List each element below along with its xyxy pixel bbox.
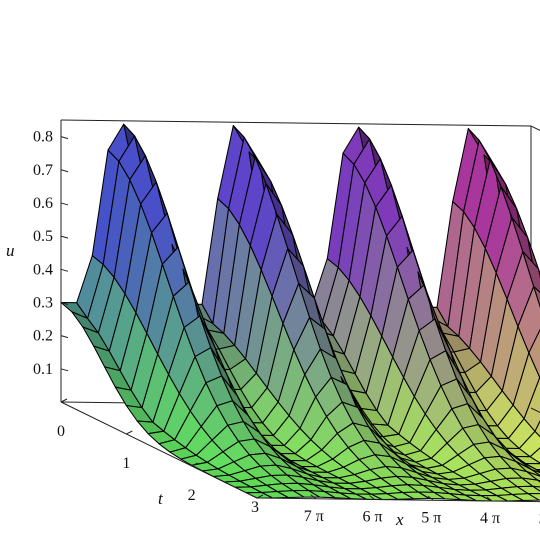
z-tick-mark: [60, 301, 69, 305]
x-tick-label: 7 π: [304, 508, 324, 525]
t-tick-label: 2: [188, 487, 196, 504]
z-tick-label: 0.7: [33, 162, 53, 179]
z-axis-ticks: 0.1 0.2 0.3 0.4 0.5 0.6 0.7 0.8: [33, 129, 69, 378]
t-tick-mark: [191, 462, 198, 467]
t-tick-label: 1: [122, 455, 130, 472]
box-edge: [60, 401, 258, 499]
z-tick-label: 0.3: [33, 294, 53, 311]
surface-cell: [537, 479, 540, 483]
surface-cell: [537, 268, 540, 279]
z-tick-label: 0.1: [33, 361, 53, 378]
surface-cell: [534, 420, 540, 438]
z-tick-label: 0.8: [33, 129, 53, 146]
box-edge: [60, 119, 532, 127]
t-tick-mark: [256, 494, 264, 499]
x-tick-mark: [310, 494, 317, 500]
z-tick-label: 0.5: [33, 228, 53, 245]
z-tick-mark: [60, 368, 69, 372]
surface-cell: [532, 485, 540, 492]
t-tick-label: 3: [251, 499, 259, 516]
z-tick-mark: [60, 335, 69, 339]
surface-cell: [527, 493, 540, 501]
x-tick-mark: [486, 496, 493, 502]
t-tick-mark: [126, 430, 133, 435]
z-tick-label: 0.6: [33, 195, 53, 212]
t-axis-ticks: 0 1 2 3: [57, 398, 264, 516]
t-tick-mark: [60, 398, 68, 403]
surface-cell: [531, 469, 540, 476]
surface-mesh: [60, 123, 540, 502]
t-axis-title: t: [158, 489, 164, 508]
z-tick-label: 0.2: [33, 328, 53, 345]
z-tick-mark: [60, 169, 69, 173]
surface-cell: [533, 285, 540, 308]
box-edge: [530, 125, 540, 131]
x-tick-label: 5 π: [421, 509, 441, 526]
x-tick-mark: [369, 495, 375, 500]
z-tick-mark: [60, 202, 69, 206]
z-tick-label: 0.4: [33, 261, 53, 278]
t-tick-label: 0: [57, 423, 65, 440]
x-tick-mark: [427, 495, 434, 501]
x-tick-label: 4 π: [480, 510, 500, 527]
z-tick-mark: [60, 136, 69, 140]
x-tick-label: 6 π: [362, 509, 382, 526]
x-tick-label: 3 π: [539, 511, 540, 528]
surface-cell: [529, 447, 540, 464]
x-axis-title: x: [395, 510, 404, 529]
z-tick-mark: [60, 268, 69, 272]
z-axis-title: u: [6, 241, 15, 260]
surface-cell: [535, 468, 540, 472]
z-tick-mark: [60, 235, 69, 239]
x-axis-ticks: π2 π3 π4 π5 π6 π7 π: [304, 494, 540, 528]
